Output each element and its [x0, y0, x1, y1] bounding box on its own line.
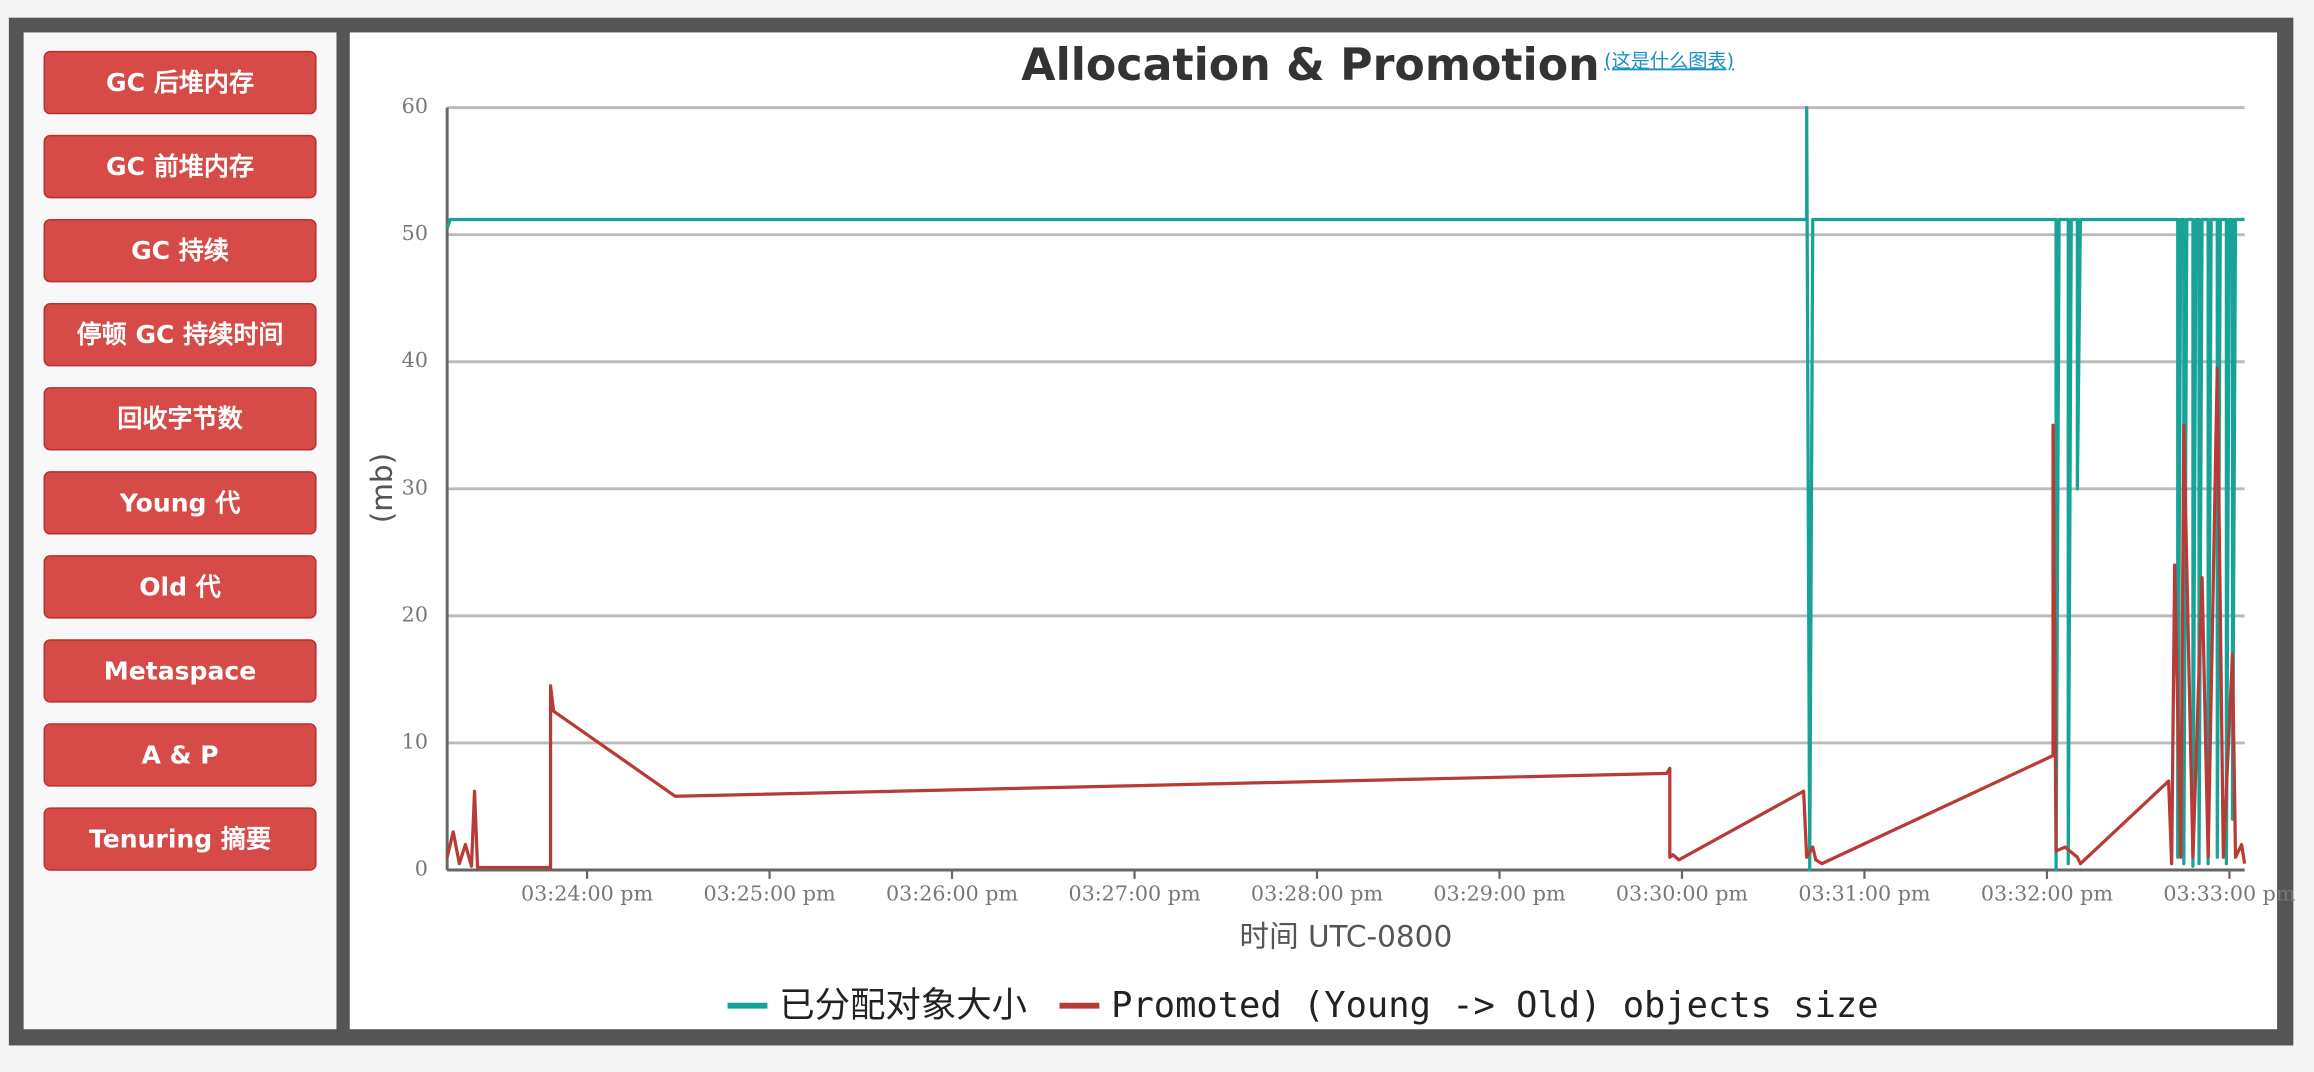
button-bg[interactable] [43, 639, 317, 703]
button-bg[interactable] [43, 723, 317, 787]
button-bg[interactable] [43, 555, 317, 619]
x-tick-label: 03:28:00 pm [1251, 882, 1384, 906]
x-tick-label: 03:27:00 pm [1068, 882, 1201, 906]
button-label[interactable]: GC 后堆内存 [106, 68, 254, 97]
button-label[interactable]: Young 代 [119, 488, 241, 517]
sidebar-button[interactable]: A & P [43, 723, 317, 787]
button-bg[interactable] [43, 50, 317, 115]
x-tick-label: 03:29:00 pm [1433, 882, 1566, 906]
sidebar-button[interactable]: Tenuring 摘要 [43, 807, 317, 871]
x-tick-label: 03:26:00 pm [886, 882, 1019, 906]
sidebar-button[interactable]: 停顿 GC 持续时间 [43, 303, 317, 367]
sidebar-button[interactable]: Metaspace [43, 639, 317, 703]
sidebar-button[interactable]: 回收字节数 [43, 387, 317, 451]
x-tick-label: 03:32:00 pm [1981, 882, 2114, 906]
button-label[interactable]: 回收字节数 [117, 404, 243, 433]
button-label[interactable]: Metaspace [104, 656, 257, 685]
button-label[interactable]: A & P [141, 740, 218, 769]
y-axis-label: (mb) [365, 453, 399, 523]
x-axis-label: 时间 UTC-0800 [1240, 919, 1453, 953]
chart-title: Allocation & Promotion [1021, 40, 1599, 91]
button-label[interactable]: GC 持续 [131, 236, 229, 265]
sidebar-button[interactable]: Old 代 [43, 555, 317, 619]
button-bg[interactable] [43, 303, 317, 367]
x-tick-label: 03:31:00 pm [1798, 882, 1931, 906]
x-tick-label: 03:30:00 pm [1616, 882, 1749, 906]
y-tick-label: 60 [402, 94, 428, 118]
y-tick-label: 0 [415, 856, 428, 880]
button-bg[interactable] [43, 134, 317, 199]
y-tick-label: 30 [402, 475, 428, 499]
series-line [445, 366, 2247, 870]
x-tick-label: 03:33:00 pm [2163, 882, 2296, 906]
y-tick-label: 20 [402, 602, 428, 626]
button-label[interactable]: GC 前堆内存 [106, 152, 254, 181]
sidebar-button[interactable]: GC 后堆内存 [43, 50, 317, 115]
button-label[interactable]: Tenuring 摘要 [89, 825, 271, 854]
x-tick-label: 03:24:00 pm [521, 882, 654, 906]
button-bg[interactable] [43, 471, 317, 535]
button-bg[interactable] [43, 807, 317, 871]
button-label[interactable]: Old 代 [139, 572, 221, 601]
chart-panel [349, 32, 2278, 1030]
y-tick-label: 40 [402, 348, 428, 372]
legend: 已分配对象大小 Promoted (Young -> Old) objects s… [727, 985, 1879, 1026]
button-bg[interactable] [43, 387, 317, 451]
legend-label: 已分配对象大小 [779, 985, 1027, 1026]
legend-label: Promoted (Young -> Old) objects size [1111, 985, 1878, 1026]
help-link[interactable]: (这是什么图表) [1604, 49, 1734, 72]
button-label[interactable]: 停顿 GC 持续时间 [77, 320, 284, 349]
sidebar-button[interactable]: GC 前堆内存 [43, 134, 317, 199]
button-bg[interactable] [43, 218, 317, 283]
y-tick-label: 50 [402, 221, 428, 245]
x-tick-label: 03:25:00 pm [703, 882, 836, 906]
sidebar-button[interactable]: Young 代 [43, 471, 317, 535]
sidebar-button[interactable]: GC 持续 [43, 218, 317, 283]
y-tick-label: 10 [402, 729, 428, 753]
